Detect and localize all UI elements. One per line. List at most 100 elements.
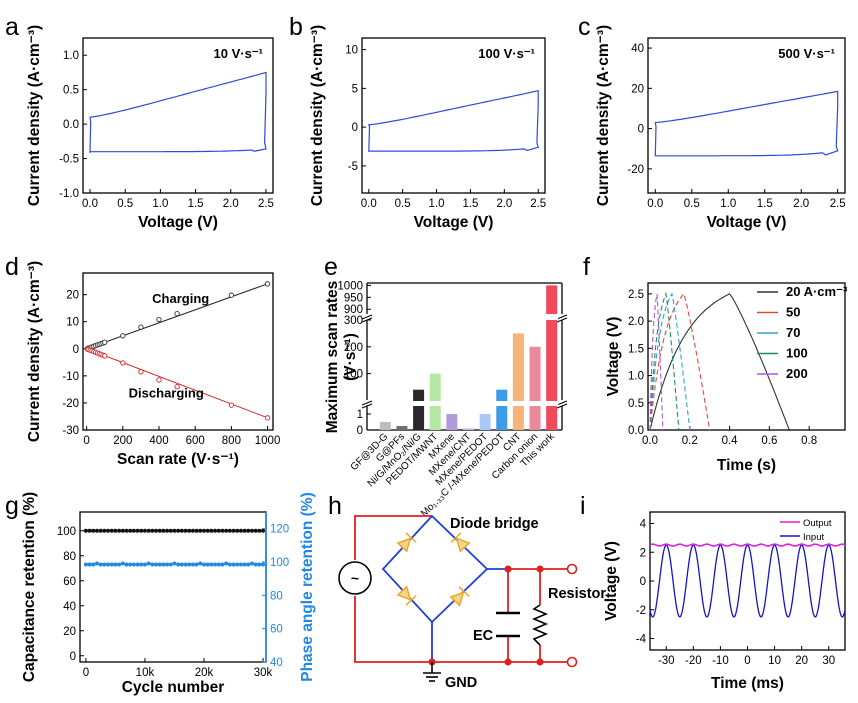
gcd-curve-0 bbox=[649, 293, 790, 431]
y-tick-label: -20 bbox=[62, 398, 79, 410]
phase-point bbox=[94, 561, 99, 566]
phase-point bbox=[235, 562, 240, 567]
y-tick-label: 80 bbox=[63, 551, 76, 563]
capacitance-point bbox=[249, 528, 254, 533]
x-tick-label: 1.5 bbox=[188, 198, 204, 210]
bar-10 bbox=[546, 285, 558, 430]
bar-7 bbox=[496, 389, 508, 430]
discharging-point bbox=[264, 415, 271, 421]
y-axis-title: Current density (A·cm⁻³) bbox=[595, 25, 612, 206]
y-tick-label: 40 bbox=[63, 601, 76, 613]
gcd-curve-2 bbox=[649, 292, 691, 431]
capacitance-point bbox=[194, 528, 199, 533]
plot-frame bbox=[361, 37, 546, 194]
diode-2-icon bbox=[450, 532, 471, 553]
cv-loop bbox=[654, 90, 839, 157]
y-tick-label: 0.5 bbox=[63, 85, 79, 97]
capacitance-point bbox=[261, 528, 266, 533]
resistor-label: Resistor bbox=[548, 586, 606, 602]
y-tick-label: -30 bbox=[62, 425, 79, 437]
bar-5 bbox=[463, 428, 474, 430]
phase-point bbox=[117, 562, 122, 567]
bar-2 bbox=[413, 389, 425, 430]
x-tick-label: 2.0 bbox=[793, 198, 809, 210]
capacitance-point bbox=[224, 528, 229, 533]
phase-point bbox=[205, 562, 210, 567]
capacitance-point bbox=[161, 528, 166, 533]
chart-c-cv-500: 0.0 0.5 1.0 1.5 2.0 2.5 -20 0 20 40 Voltage (V) Cur… bbox=[595, 25, 846, 231]
phase-point bbox=[135, 562, 140, 567]
y-axis-title: Capacitance retention (%) bbox=[21, 492, 38, 682]
x-tick-label: 1.0 bbox=[720, 198, 736, 210]
circuit-diagram: ~ Diode bridge Resistor EC GND bbox=[338, 514, 606, 691]
phase-point bbox=[183, 562, 188, 567]
legend-label: 100 bbox=[786, 346, 808, 361]
discharging-point bbox=[120, 360, 126, 366]
y-tick-label: 0 bbox=[638, 124, 644, 136]
phase-point bbox=[253, 562, 258, 567]
y-tick-label: 40 bbox=[631, 43, 644, 55]
capacitance-point bbox=[190, 528, 195, 533]
phase-point bbox=[216, 562, 221, 567]
x-tick-label: 0.0 bbox=[642, 435, 658, 447]
phase-point bbox=[190, 562, 195, 567]
phase-point bbox=[227, 562, 232, 567]
capacitance-point bbox=[113, 528, 118, 533]
charging-point bbox=[102, 339, 108, 345]
bar-break bbox=[495, 401, 509, 406]
legend-label-output: Output bbox=[803, 518, 832, 529]
x-axis-title: Voltage (V) bbox=[414, 214, 494, 231]
phase-point bbox=[213, 562, 218, 567]
x-tick-label: 20k bbox=[195, 667, 214, 679]
output-wave bbox=[649, 543, 846, 547]
plot-frame bbox=[647, 282, 846, 431]
phase-point bbox=[246, 562, 251, 567]
phase-point bbox=[249, 561, 254, 566]
y-tick-label: 100 bbox=[57, 526, 76, 538]
phase-point bbox=[198, 561, 203, 566]
y-tick-label: 1.5 bbox=[628, 343, 644, 355]
x-axis-title: Scan rate (V·s⁻¹) bbox=[117, 451, 239, 468]
x-tick-label: 200 bbox=[113, 435, 132, 447]
y-tick-label: 200 bbox=[344, 342, 363, 354]
y-tick-label: 2.0 bbox=[628, 316, 644, 328]
capacitance-point bbox=[109, 528, 114, 533]
capacitance-point bbox=[220, 528, 225, 533]
legend-label: 70 bbox=[786, 325, 800, 340]
phase-point bbox=[168, 562, 173, 567]
x-tick-label: -10 bbox=[712, 655, 729, 667]
phase-point bbox=[142, 562, 147, 567]
x-tick-label: 30 bbox=[822, 655, 835, 667]
right-tick-label: 100 bbox=[270, 557, 289, 569]
x-tick-label: 10 bbox=[768, 655, 781, 667]
legend-label: 20 A·cm⁻³ bbox=[786, 284, 848, 299]
x-tick-label: -20 bbox=[685, 655, 702, 667]
capacitance-point bbox=[213, 528, 218, 533]
bar-break bbox=[428, 401, 442, 406]
x-axis-title: Voltage (V) bbox=[707, 214, 787, 231]
plot-frame bbox=[647, 37, 846, 194]
capacitance-point bbox=[150, 528, 155, 533]
bar-1 bbox=[396, 426, 408, 430]
capacitance-point bbox=[157, 528, 162, 533]
y-axis-title: Current density (A·cm⁻³) bbox=[26, 25, 43, 206]
y-tick-label: 0.5 bbox=[628, 398, 644, 410]
charging-fit-line bbox=[86, 283, 268, 350]
axis-break-mark bbox=[556, 403, 568, 409]
y-tick-label: -1.0 bbox=[59, 188, 79, 200]
phase-point bbox=[120, 561, 125, 566]
x-axis-title: Cycle number bbox=[122, 679, 225, 696]
phase-point bbox=[202, 562, 206, 567]
capacitance-point bbox=[235, 528, 240, 533]
capacitance-point bbox=[168, 528, 173, 533]
resistor-icon bbox=[531, 604, 549, 646]
bar-6 bbox=[479, 414, 491, 430]
ground-icon bbox=[423, 662, 441, 682]
charging-point bbox=[264, 281, 271, 287]
phase-point bbox=[109, 562, 114, 567]
ec-label: EC bbox=[473, 628, 494, 644]
capacitor-icon bbox=[496, 611, 520, 638]
phase-point bbox=[224, 561, 229, 566]
junction-dots bbox=[428, 565, 544, 666]
